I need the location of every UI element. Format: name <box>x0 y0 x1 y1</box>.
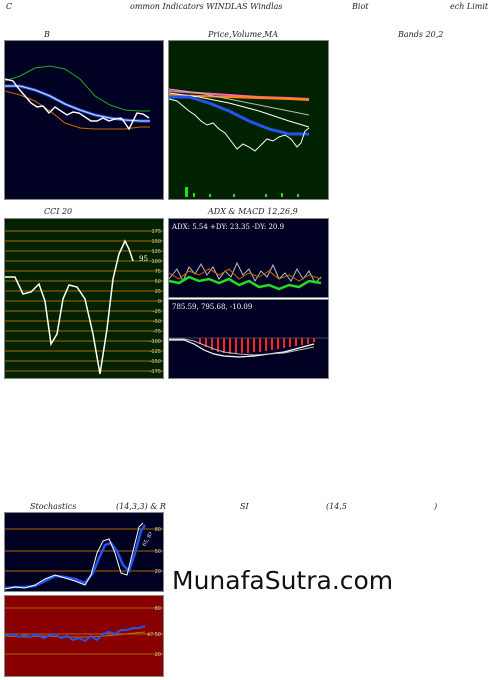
price-line <box>169 98 310 152</box>
rsi-panel: 80 50 20 47 <box>4 595 164 677</box>
cci-tick: -25 <box>153 309 161 315</box>
price-ma-panel <box>168 40 329 200</box>
rsi-chart: 80 50 20 47 <box>5 606 163 658</box>
adx-macd-label: ADX & MACD 12,26,9 <box>208 207 298 216</box>
minus-dy-line <box>169 268 322 282</box>
macd-line <box>169 339 315 358</box>
adx-line <box>169 275 322 291</box>
rsi-tick: 20 <box>155 652 161 658</box>
cci-line <box>5 239 134 375</box>
header-title: ommon Indicators WINDLAS Windlas <box>130 2 283 11</box>
stoch-k-line <box>5 522 144 590</box>
ma-gray <box>169 88 310 116</box>
bollinger-panel <box>4 40 164 200</box>
rsi-line <box>5 625 146 643</box>
cci-tick: 175 <box>151 229 161 235</box>
middle-band <box>5 84 150 123</box>
cci-tick: -125 <box>150 349 161 355</box>
upper-band <box>5 65 150 112</box>
cci-chart: 175 150 125 100 75 50 25 0 -25 -50 -75 -… <box>5 229 163 375</box>
bollinger-chart <box>5 65 150 131</box>
cci-tick: -50 <box>153 319 161 325</box>
cci-panel: 175 150 125 100 75 50 25 0 -25 -50 -75 -… <box>4 218 164 379</box>
macd-text: 785.59, 795.68, -10.09 <box>172 303 252 311</box>
cci-tick: 125 <box>151 249 161 255</box>
ma-blue <box>169 95 309 136</box>
stochastics-label: Stochastics <box>30 502 77 511</box>
stochastics-panel: 80 50 20 65, 8? <box>4 512 164 592</box>
cci-tick: -75 <box>153 329 161 335</box>
macd-histogram <box>199 338 315 354</box>
cci-tick: 25 <box>155 289 161 295</box>
ma-white <box>169 92 310 128</box>
stoch-d-line <box>5 524 147 590</box>
rsi-gridlines <box>5 607 163 655</box>
header-biot: Biot <box>352 2 369 11</box>
cci-tick: -150 <box>150 359 161 365</box>
ma-label: MA <box>264 30 278 39</box>
plus-dy-line <box>169 261 322 284</box>
rsi-params: (14,5 <box>326 502 347 511</box>
stoch-tick: 20 <box>155 569 161 575</box>
price-line <box>5 78 150 131</box>
macd-chart: 785.59, 795.68, -10.09 <box>169 303 328 358</box>
cci-tick: -175 <box>150 369 161 375</box>
macd-panel: 785.59, 795.68, -10.09 <box>168 299 329 379</box>
stochastics-chart: 80 50 20 65, 8? <box>5 522 163 590</box>
cci-tick: 100 <box>151 259 161 265</box>
watermark: MunafaSutra.com <box>172 566 394 595</box>
volume-label: Volume, <box>232 30 265 39</box>
cci-value: 95 <box>139 255 148 263</box>
header-limit: ech Limit <box>450 2 489 11</box>
stoch-tick: 50 <box>155 549 161 555</box>
rsi-label: SI <box>240 502 249 511</box>
bands-label: Bands 20,2 <box>398 30 444 39</box>
cci-tick: -100 <box>150 339 161 345</box>
volume-bars <box>185 187 299 197</box>
price-ma-chart <box>169 88 310 197</box>
stoch-params: (14,3,3) & R <box>116 502 166 511</box>
middle-band-line <box>5 85 150 122</box>
adx-chart: ADX: 5.54 +DY: 23.35 -DY: 20.9 <box>169 223 322 291</box>
rsi-tick: 50 <box>155 632 161 638</box>
rsi-paren: ) <box>434 502 438 511</box>
rsi-tick: 80 <box>155 606 161 612</box>
cci-label: CCI 20 <box>44 207 73 216</box>
rsi-value: 47 <box>147 632 153 638</box>
bollinger-label: B <box>44 30 50 39</box>
cci-gridlines <box>5 230 163 372</box>
cci-tick: 0 <box>158 299 161 305</box>
cci-tick: 75 <box>155 269 161 275</box>
cci-tick: 50 <box>155 279 161 285</box>
adx-text: ADX: 5.54 +DY: 23.35 -DY: 20.9 <box>171 223 284 231</box>
price-label: Price, <box>208 30 232 39</box>
adx-panel: ADX: 5.54 +DY: 23.35 -DY: 20.9 <box>168 218 329 298</box>
cci-tick: 150 <box>151 239 161 245</box>
stoch-tick: 80 <box>155 527 161 533</box>
signal-line <box>169 338 315 356</box>
stoch-value: 65, 8? <box>142 531 155 548</box>
header-c: C <box>6 2 13 11</box>
